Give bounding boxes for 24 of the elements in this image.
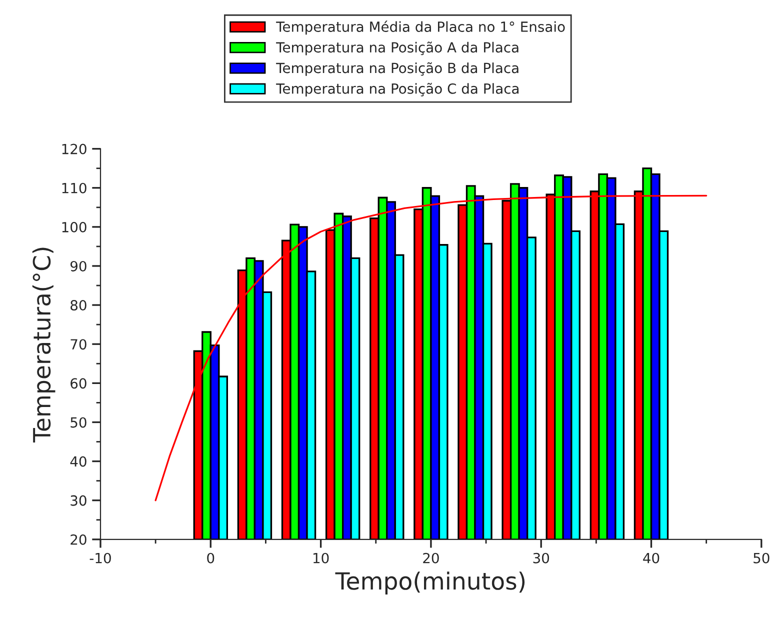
y-tick-label: 70 bbox=[70, 339, 86, 350]
y-tick-label: 30 bbox=[70, 495, 86, 506]
x-tick-label: -10 bbox=[90, 552, 111, 564]
y-tick-label: 80 bbox=[70, 300, 86, 311]
y-tick-label: 110 bbox=[62, 182, 86, 194]
y-tick-label: 120 bbox=[62, 144, 86, 154]
y-tick-label: 90 bbox=[70, 260, 86, 272]
y-tick-label: 50 bbox=[70, 417, 86, 428]
y-tick-label: 100 bbox=[62, 222, 86, 232]
legend-label: Temperatura Média da Placa no 1° Ensaio bbox=[276, 20, 565, 35]
y-tick-label: 60 bbox=[70, 378, 86, 389]
legend-label: Temperatura na Posição C da Placa bbox=[276, 82, 519, 97]
x-tick-label: 0 bbox=[207, 552, 214, 564]
x-tick-label: 50 bbox=[754, 552, 770, 564]
x-tick-label: 20 bbox=[423, 552, 439, 564]
legend-label: Temperatura na Posição A da Placa bbox=[276, 42, 518, 56]
x-axis-title: Tempo(minutos) bbox=[335, 572, 525, 594]
x-tick-label: 10 bbox=[313, 552, 329, 564]
x-tick-label: 40 bbox=[643, 552, 660, 564]
y-tick-label: 20 bbox=[70, 534, 86, 545]
y-axis-title: Temperatura(°C) bbox=[32, 248, 56, 443]
x-tick-label: 30 bbox=[533, 552, 550, 564]
y-tick-label: 40 bbox=[70, 456, 86, 467]
legend-label: Temperatura na Posição B da Placa bbox=[276, 62, 518, 76]
